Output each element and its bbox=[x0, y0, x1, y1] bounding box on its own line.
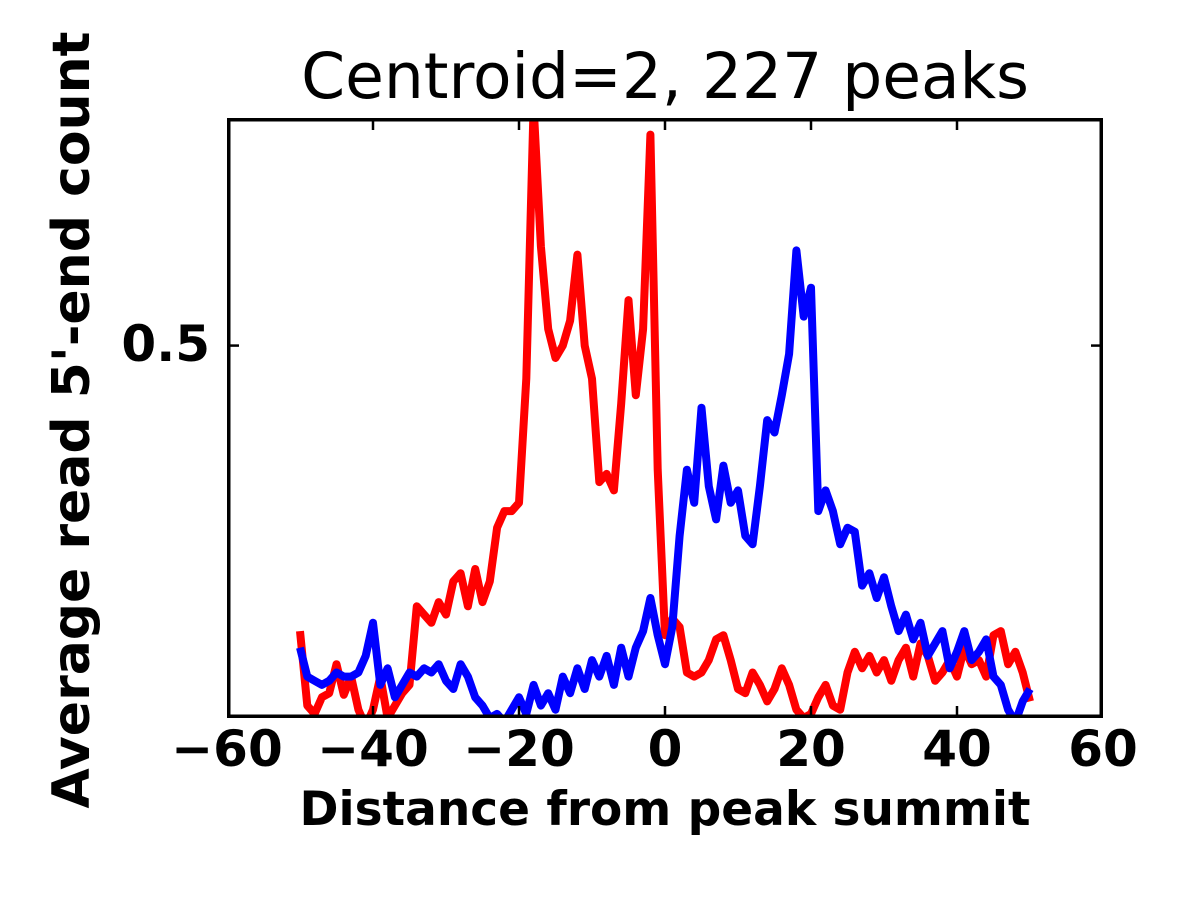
x-axis-label: Distance from peak summit bbox=[299, 782, 1031, 837]
x-tick-label: 40 bbox=[922, 720, 992, 778]
x-tick-label: −60 bbox=[171, 720, 283, 778]
chart-title: Centroid=2, 227 peaks bbox=[301, 40, 1029, 113]
data-series-group bbox=[296, 118, 1034, 718]
axes-frame bbox=[227, 118, 1103, 718]
x-tick-label: 60 bbox=[1068, 720, 1138, 778]
red-profile-line bbox=[296, 118, 1034, 718]
x-tick-label: −40 bbox=[317, 720, 429, 778]
blue-profile-line bbox=[296, 246, 1034, 718]
x-tick-label: −20 bbox=[463, 720, 575, 778]
x-tick-label: 0 bbox=[647, 720, 683, 778]
y-axis-label: Average read 5'-end count bbox=[42, 31, 102, 809]
x-tick-label: 20 bbox=[776, 720, 846, 778]
y-tick-label: 0.5 bbox=[121, 315, 210, 373]
plot-area bbox=[227, 118, 1103, 718]
